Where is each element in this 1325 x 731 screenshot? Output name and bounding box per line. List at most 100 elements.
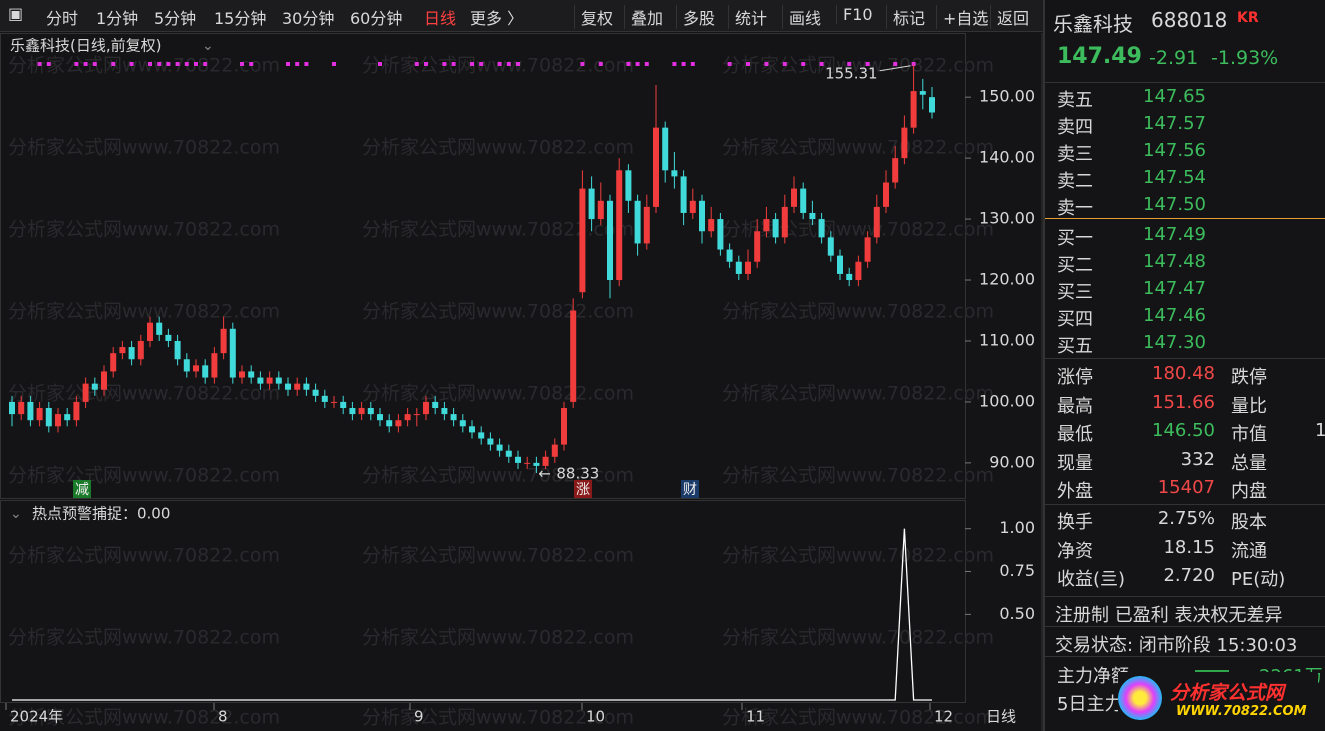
stat-label: 最低: [1057, 424, 1093, 445]
candle-body: [818, 219, 825, 238]
bid-price: 147.46: [1143, 305, 1206, 326]
candle-body: [174, 340, 181, 360]
candle-body: [873, 206, 880, 238]
candle-body: [27, 401, 34, 421]
ask-label: 卖四: [1057, 117, 1093, 138]
candle-body: [588, 188, 595, 220]
watermark: 分析家公式网www.70822.com: [8, 465, 280, 487]
candle-body: [331, 401, 337, 403]
tags: 注册制 已盈利 表决权无差异: [1055, 605, 1283, 626]
candle-body: [211, 353, 218, 378]
tool-button[interactable]: 画线: [782, 5, 821, 29]
stat-label: 现量: [1057, 452, 1093, 474]
signal-dot: [470, 62, 474, 66]
panel-toggle[interactable]: ▣: [8, 4, 24, 23]
ask-label: 卖三: [1057, 144, 1093, 165]
candle-body: [487, 438, 494, 445]
logo-url: WWW.70822.COM: [1176, 704, 1307, 719]
bid-label: 买二: [1057, 255, 1093, 276]
period-tab[interactable]: 更多 〉: [470, 9, 524, 28]
candle-body: [450, 414, 457, 421]
signal-dot: [626, 62, 631, 66]
stat-label: 最高: [1057, 395, 1093, 417]
candle-body: [570, 310, 577, 402]
candle-body: [883, 182, 889, 207]
y-tick-label: 140.00: [979, 148, 1035, 167]
stat-value: 151.66: [1152, 391, 1215, 413]
candle-body: [294, 383, 301, 390]
signal-dot: [644, 62, 649, 66]
ask-price: 147.56: [1143, 140, 1206, 161]
high-label: 155.31: [825, 64, 878, 82]
candle-body: [193, 365, 199, 372]
toolbar: ▣ 分时 1分钟 5分钟 15分钟 30分钟 60分钟 日线 更多 〉 复权 叠加 多股 统计 画线 F10…: [0, 0, 1043, 32]
chart-title: 乐鑫科技(日线,前复权): [10, 37, 161, 55]
signal-dot: [286, 62, 290, 66]
candle-body: [395, 420, 402, 427]
period-tab[interactable]: 60分钟: [350, 9, 403, 28]
candle-body: [505, 450, 512, 457]
candle-body: [386, 420, 393, 427]
candle-body: [64, 414, 71, 421]
stat-label: 内盘: [1231, 481, 1267, 502]
period-tab[interactable]: 日线: [424, 9, 457, 28]
tool-button[interactable]: 叠加: [624, 5, 663, 29]
tool-button[interactable]: 复权: [574, 5, 613, 29]
signal-dot: [690, 62, 695, 66]
tool-button[interactable]: 多股: [676, 5, 715, 29]
candle-body: [91, 383, 98, 390]
signal-dot: [442, 62, 447, 66]
watermark: 分析家公式网www.70822.com: [722, 383, 994, 405]
tool-button[interactable]: 标记: [886, 5, 925, 29]
watermark: 分析家公式网www.70822.com: [722, 707, 994, 729]
candle-body: [9, 401, 15, 415]
signal-dot: [414, 62, 419, 66]
watermark: 分析家公式网www.70822.com: [362, 465, 634, 487]
candle-body: [119, 347, 126, 354]
watermark: 分析家公式网www.70822.com: [8, 301, 280, 323]
signal-dot: [184, 62, 189, 66]
badge: KR: [1237, 10, 1259, 26]
ask-label: 卖二: [1057, 171, 1093, 192]
watermark: 分析家公式网www.70822.com: [8, 137, 280, 159]
candle-body: [36, 408, 43, 421]
period-tab[interactable]: 15分钟: [214, 9, 267, 28]
y-tick-label: 0.75: [999, 561, 1035, 580]
watermark: 分析家公式网www.70822.com: [8, 383, 280, 405]
candle-body: [248, 371, 255, 378]
signal-dot: [451, 62, 456, 66]
divider: [1045, 656, 1325, 657]
ask-label: 卖五: [1057, 90, 1093, 111]
stat-label: 换手: [1057, 512, 1093, 533]
tool-button[interactable]: 统计: [728, 5, 767, 29]
period-tab[interactable]: 5分钟: [154, 9, 197, 28]
candle-body: [671, 170, 678, 177]
watermark: 分析家公式网www.70822.com: [8, 55, 280, 77]
candle-body: [459, 420, 466, 427]
stat-label: 净资: [1057, 540, 1093, 562]
watermark: 分析家公式网www.70822.com: [8, 707, 280, 729]
x-tick-label: 11: [746, 708, 765, 726]
flow-label: 主力净额: [1057, 666, 1129, 687]
tool-button[interactable]: +自选: [936, 5, 988, 29]
candle-body: [616, 170, 623, 281]
stat-value: 180.48: [1152, 363, 1215, 384]
signal-dot: [479, 62, 484, 66]
bid-price: 147.30: [1143, 332, 1206, 353]
event-badge: 减: [75, 482, 89, 498]
signal-dot: [727, 62, 732, 66]
tool-button[interactable]: 返回: [990, 5, 1029, 29]
watermark: 分析家公式网www.70822.com: [722, 627, 994, 649]
candle-body: [358, 408, 365, 415]
period-tab[interactable]: 1分钟: [96, 9, 139, 28]
period-tab[interactable]: 分时: [46, 9, 79, 28]
candle-body: [809, 212, 816, 220]
candle-body: [45, 408, 52, 427]
tool-button[interactable]: F10: [836, 5, 873, 24]
high-arrow: [879, 65, 911, 72]
period-tab[interactable]: 30分钟: [282, 9, 335, 28]
logo-name: 分析家公式网: [1170, 682, 1285, 704]
signal-dot: [148, 62, 152, 66]
signal-dot: [111, 62, 116, 66]
watermark: 分析家公式网www.70822.com: [722, 137, 994, 159]
